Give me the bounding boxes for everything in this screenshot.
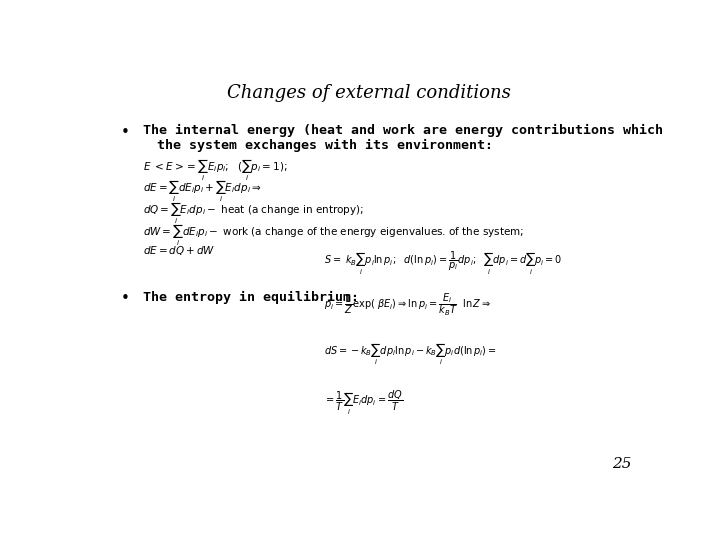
Text: 25: 25 [612, 457, 631, 471]
Text: •: • [121, 125, 130, 140]
Text: $dS = -k_B \sum_i dp_i \ln p_i - k_B \sum_i p_i d(\ln p_i) =$: $dS = -k_B \sum_i dp_i \ln p_i - k_B \su… [324, 341, 497, 367]
Text: Changes of external conditions: Changes of external conditions [227, 84, 511, 102]
Text: $dE = \sum_i dE_i p_i + \sum_i E_i dp_i \Rightarrow$: $dE = \sum_i dE_i p_i + \sum_i E_i dp_i … [143, 179, 261, 204]
Text: $dE = dQ + dW$: $dE = dQ + dW$ [143, 244, 215, 256]
Text: $p_i = \dfrac{1}{Z}\exp(\ \beta E_i) \Rightarrow \ln p_i = \dfrac{E_i}{k_B T}\ \: $p_i = \dfrac{1}{Z}\exp(\ \beta E_i) \Ri… [324, 292, 492, 318]
Text: $= \dfrac{1}{T}\sum_i E_i dp_i = \dfrac{dQ}{T}$: $= \dfrac{1}{T}\sum_i E_i dp_i = \dfrac{… [324, 389, 403, 417]
Text: $S = \ k_B \sum_i p_i \ln p_i;\ \ d(\ln p_i) = \dfrac{1}{p_i} dp_i;\ \ \sum_i dp: $S = \ k_B \sum_i p_i \ln p_i;\ \ d(\ln … [324, 250, 562, 277]
Text: The entropy in equilibrium:: The entropy in equilibrium: [143, 291, 359, 303]
Text: •: • [121, 292, 130, 306]
Text: $E\ {<}E{>}{=}\sum_i E_i p_i;\ \ (\sum_i p_i = 1);$: $E\ {<}E{>}{=}\sum_i E_i p_i;\ \ (\sum_i… [143, 157, 287, 183]
Text: The internal energy (heat and work are energy contributions which: The internal energy (heat and work are e… [143, 124, 663, 137]
Text: $dQ = \sum_i E_i dp_i -\ $heat (a change in entropy);: $dQ = \sum_i E_i dp_i -\ $heat (a change… [143, 200, 364, 226]
Text: the system exchanges with its environment:: the system exchanges with its environmen… [157, 139, 493, 152]
Text: $dW = \sum_i dE_i p_i -\ $work (a change of the energy eigenvalues. of the syste: $dW = \sum_i dE_i p_i -\ $work (a change… [143, 222, 524, 247]
